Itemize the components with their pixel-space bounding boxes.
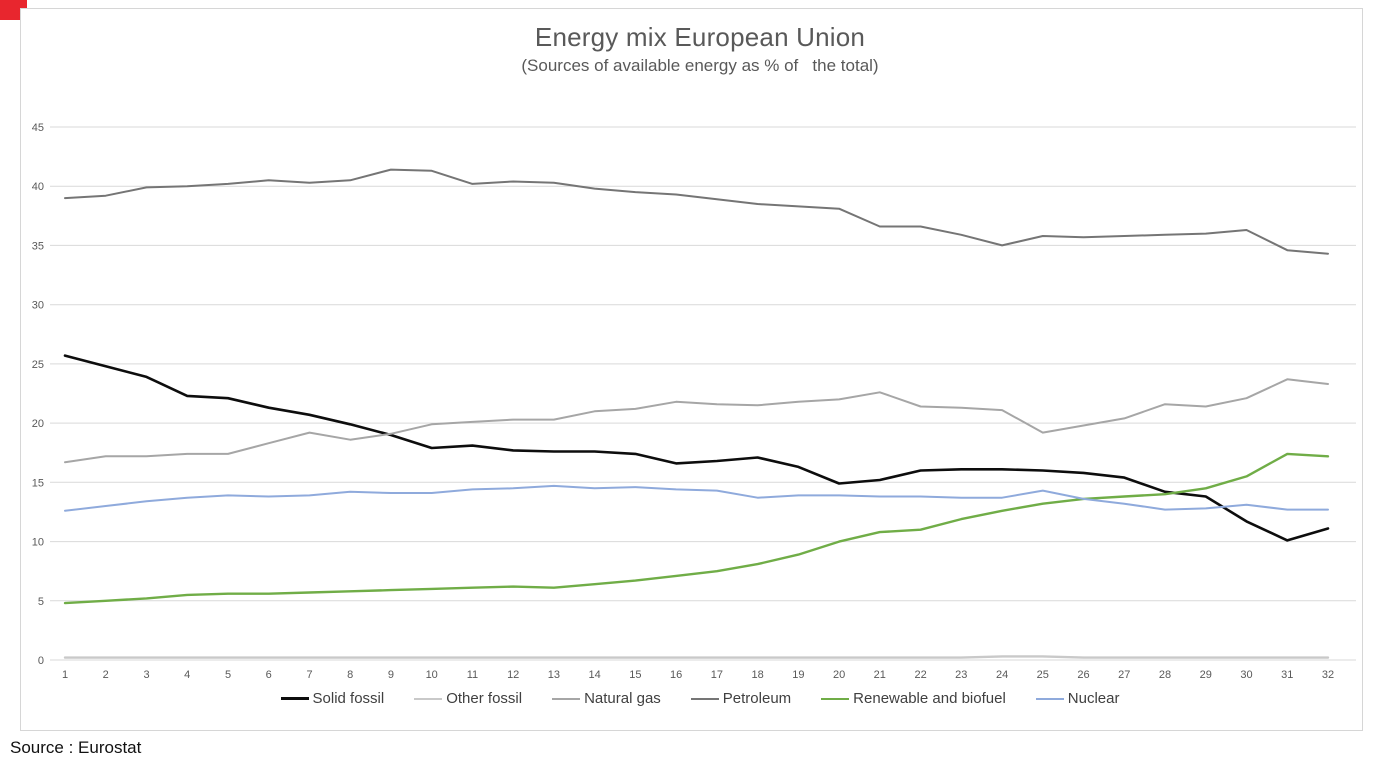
- chart-title: Energy mix European Union: [534, 22, 866, 52]
- x-tick-label: 9: [388, 669, 394, 681]
- series-line-natural-gas: [64, 378, 1329, 464]
- y-tick-label: 45: [32, 122, 44, 134]
- series-line-nuclear: [64, 484, 1329, 512]
- x-tick-label: 21: [874, 669, 886, 681]
- legend-label: Other fossil: [446, 690, 523, 707]
- legend-swatch-natural-gas: [552, 697, 581, 700]
- y-tick-label: 0: [38, 655, 44, 667]
- series-line-other-fossil: [63, 655, 1330, 659]
- x-tick-label: 31: [1281, 669, 1293, 681]
- legend-item-solid-fossil: Solid fossil: [280, 690, 385, 707]
- x-tick-label: 12: [507, 669, 519, 681]
- x-tick-label: 11: [467, 669, 478, 681]
- x-tick-label: 23: [955, 669, 967, 681]
- x-tick-label: 15: [629, 669, 641, 681]
- x-tick-label: 13: [548, 669, 560, 681]
- y-tick-label: 15: [32, 477, 44, 489]
- y-tick-label: 40: [32, 181, 44, 193]
- legend-swatch-other-fossil: [414, 697, 443, 700]
- x-tick-label: 17: [711, 669, 723, 681]
- series-line-renewable-and-biofuel: [63, 452, 1330, 605]
- x-tick-label: 19: [792, 669, 804, 681]
- x-tick-label: 20: [833, 669, 845, 681]
- x-tick-label: 16: [670, 669, 682, 681]
- chart-legend: Solid fossil Other fossil Natural gas Petro…: [0, 690, 1400, 707]
- x-tick-label: 24: [996, 669, 1008, 681]
- x-tick-label: 6: [266, 669, 272, 681]
- chart-frame: [20, 8, 1363, 731]
- x-tick-label: 3: [143, 669, 149, 681]
- legend-item-nuclear: Nuclear: [1035, 690, 1120, 707]
- x-tick-label: 18: [751, 669, 763, 681]
- x-tick-label: 22: [914, 669, 926, 681]
- x-tick-label: 5: [225, 669, 231, 681]
- y-tick-label: 30: [32, 300, 44, 312]
- x-tick-label: 29: [1200, 669, 1212, 681]
- x-tick-label: 7: [306, 669, 312, 681]
- legend-label: Renewable and biofuel: [853, 690, 1006, 707]
- chart-subtitle: (Sources of available energy as % of the…: [521, 56, 879, 75]
- legend-item-other-fossil: Other fossil: [414, 690, 522, 707]
- y-tick-label: 35: [32, 240, 44, 252]
- x-tick-label: 26: [1077, 669, 1089, 681]
- x-tick-label: 10: [426, 669, 438, 681]
- legend-swatch-solid-fossil: [280, 697, 309, 700]
- y-tick-label: 5: [38, 596, 44, 608]
- legend-item-natural-gas: Natural gas: [552, 690, 661, 707]
- legend-swatch-nuclear: [1035, 697, 1064, 700]
- legend-label: Solid fossil: [312, 690, 385, 707]
- legend-label: Petroleum: [722, 690, 792, 707]
- series-line-petroleum: [64, 168, 1329, 255]
- x-tick-label: 30: [1240, 669, 1252, 681]
- y-tick-label: 20: [32, 418, 44, 430]
- legend-swatch-renewable-and-biofuel: [821, 697, 850, 700]
- x-tick-label: 27: [1118, 669, 1130, 681]
- legend-item-petroleum: Petroleum: [690, 690, 792, 707]
- x-tick-label: 8: [347, 669, 353, 681]
- x-tick-label: 1: [62, 669, 68, 681]
- x-tick-label: 32: [1322, 669, 1334, 681]
- x-tick-label: 2: [103, 669, 109, 681]
- legend-label: Natural gas: [584, 690, 661, 707]
- y-tick-label: 10: [32, 537, 44, 549]
- x-tick-label: 28: [1159, 669, 1171, 681]
- x-tick-label: 25: [1037, 669, 1049, 681]
- source-note: Source : Eurostat: [10, 738, 142, 757]
- series-line-solid-fossil: [63, 354, 1330, 542]
- legend-label: Nuclear: [1067, 690, 1120, 707]
- x-tick-label: 14: [588, 669, 600, 681]
- legend-swatch-petroleum: [690, 697, 719, 700]
- y-tick-label: 25: [32, 359, 44, 371]
- legend-item-renewable-and-biofuel: Renewable and biofuel: [821, 690, 1006, 707]
- x-tick-label: 4: [184, 669, 190, 681]
